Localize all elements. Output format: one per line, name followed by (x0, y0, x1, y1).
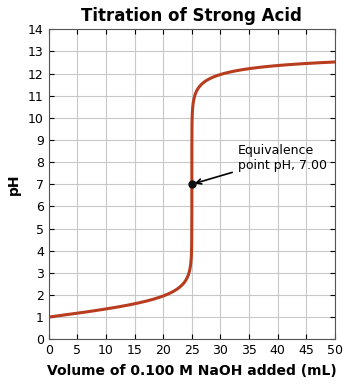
X-axis label: Volume of 0.100 M NaOH added (mL): Volume of 0.100 M NaOH added (mL) (47, 364, 337, 378)
Text: Equivalence
point pH, 7.00: Equivalence point pH, 7.00 (196, 144, 327, 184)
Y-axis label: pH: pH (7, 174, 21, 195)
Title: Titration of Strong Acid: Titration of Strong Acid (82, 7, 302, 25)
